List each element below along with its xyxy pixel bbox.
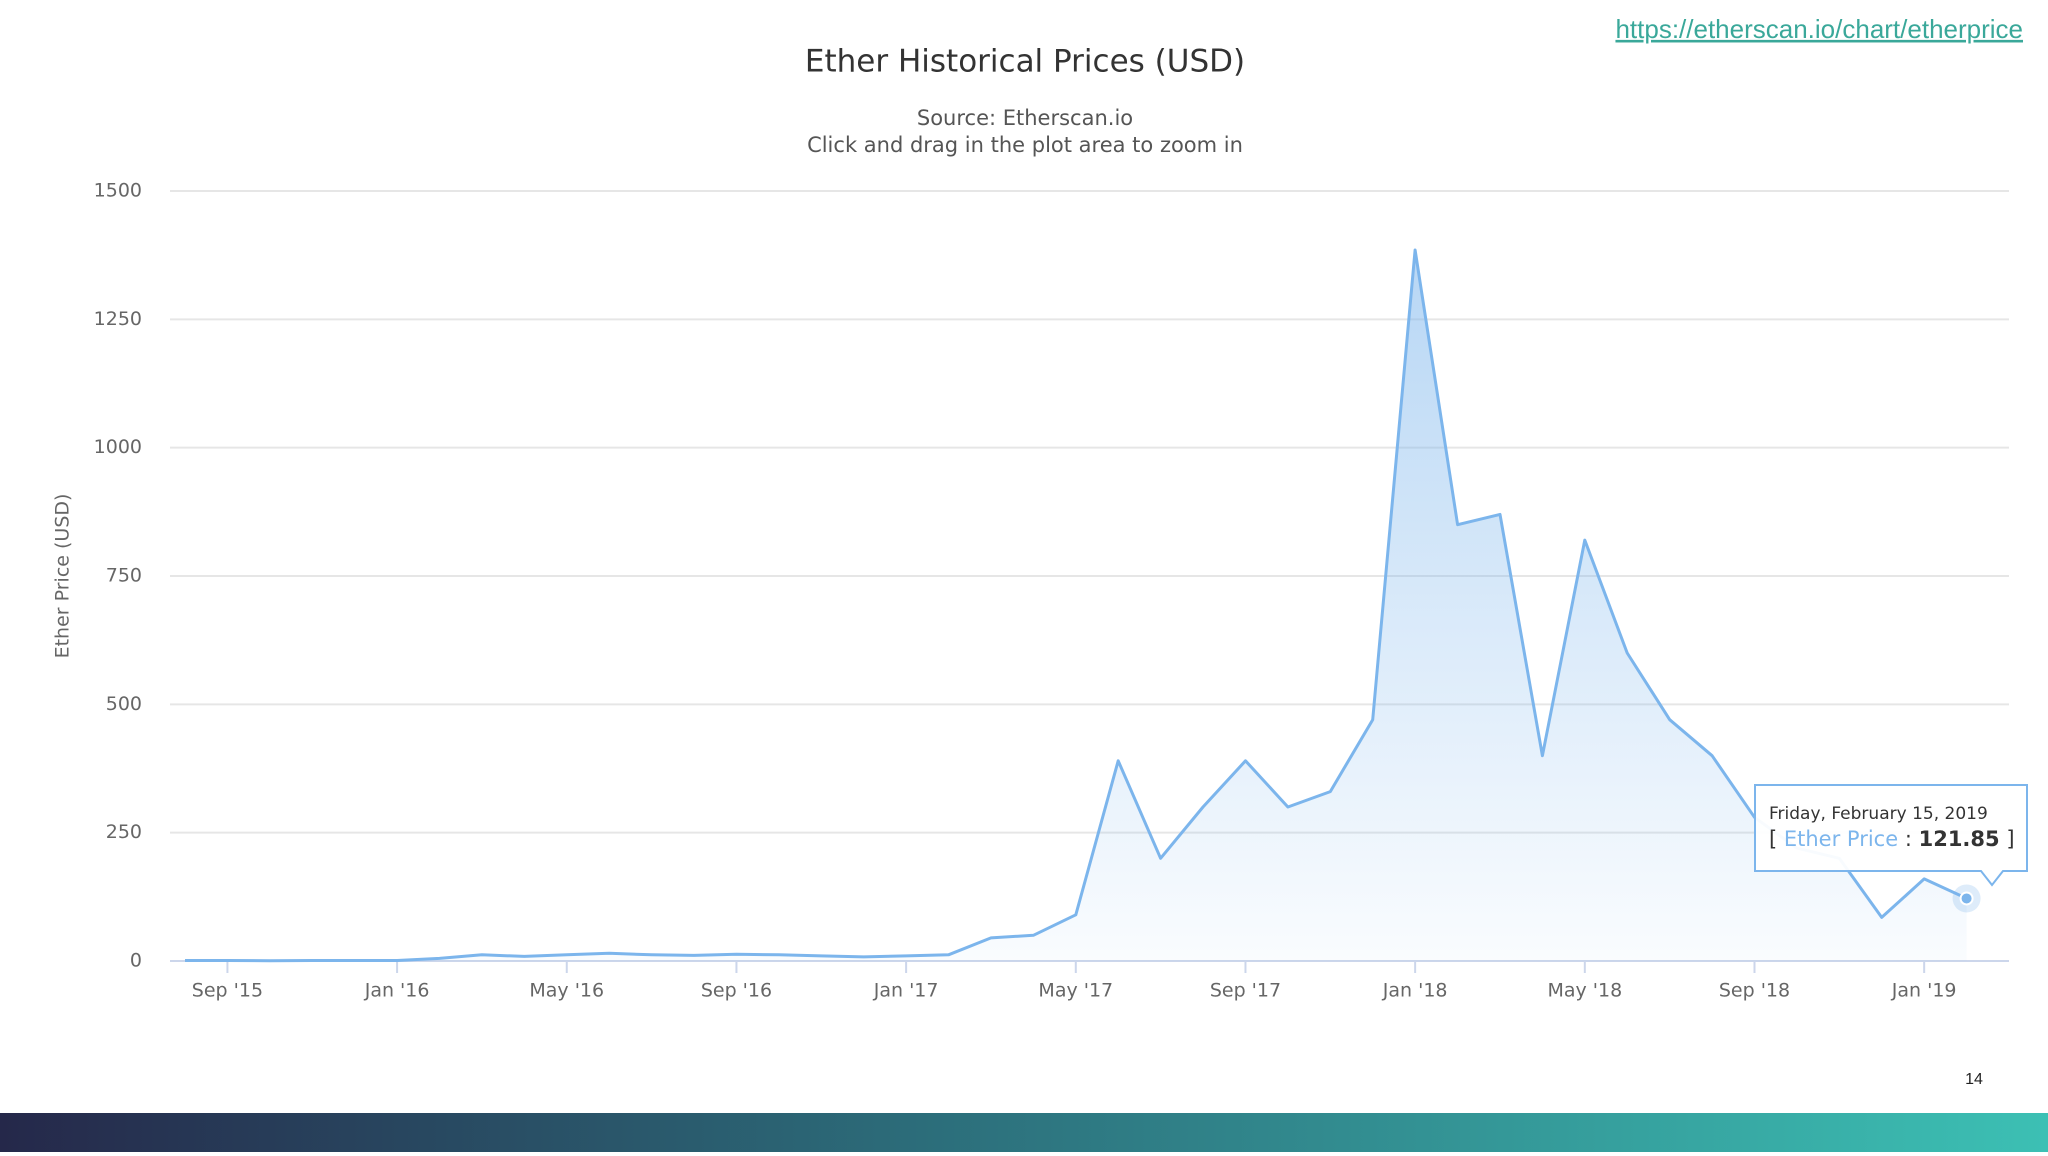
tooltip: Friday, February 15, 2019 [ Ether Price …: [1754, 784, 2028, 887]
x-tick-label: Jan '18: [1382, 980, 1448, 1002]
y-tick-label: 750: [106, 565, 142, 587]
x-tick-label: Jan '19: [1891, 980, 1957, 1002]
y-tick-label: 0: [130, 950, 142, 972]
x-tick-label: Sep '17: [1210, 980, 1281, 1002]
tooltip-box: [1754, 784, 2028, 887]
plot-area: 0 250 500 750 1000 1250 1500 Sep '15 Jan '16 May …: [94, 180, 2009, 1002]
tooltip-value: 121.85: [1919, 827, 2000, 851]
x-tick-label: May '18: [1547, 980, 1622, 1002]
price-line: [185, 248, 1968, 963]
chart-subtitle: Click and drag in the plot area to zoom …: [807, 133, 1243, 157]
x-tick-label: Jan '16: [364, 980, 430, 1002]
y-tick-label: 1250: [94, 308, 142, 330]
page-number: 14: [1965, 1071, 1983, 1088]
area-fill: [185, 250, 1967, 961]
y-axis-label: Ether Price (USD): [52, 494, 74, 659]
x-tick-label: May '16: [529, 980, 604, 1002]
x-tick-label: Sep '15: [192, 980, 263, 1002]
x-tick-label: Sep '16: [701, 980, 772, 1002]
y-tick-label: 250: [106, 821, 142, 843]
source-link[interactable]: https://etherscan.io/chart/etherprice: [1615, 14, 2023, 44]
y-tick-label: 500: [106, 693, 142, 715]
footer-bar: [0, 1113, 2048, 1152]
x-tick-label: Jan '17: [873, 980, 939, 1002]
chart-title: Ether Historical Prices (USD): [805, 44, 1245, 80]
tooltip-series: Ether Price: [1784, 827, 1898, 851]
tooltip-date: Friday, February 15, 2019: [1769, 804, 1988, 824]
x-tick-label: May '17: [1038, 980, 1113, 1002]
chart-subtitle: Source: Etherscan.io: [917, 106, 1133, 130]
tooltip-line: [ Ether Price : 121.85 ]: [1769, 827, 2015, 851]
x-tick-label: Sep '18: [1719, 980, 1790, 1002]
y-tick-label: 1500: [94, 180, 142, 202]
hover-point: [1959, 891, 1974, 906]
y-tick-label: 1000: [94, 436, 142, 458]
